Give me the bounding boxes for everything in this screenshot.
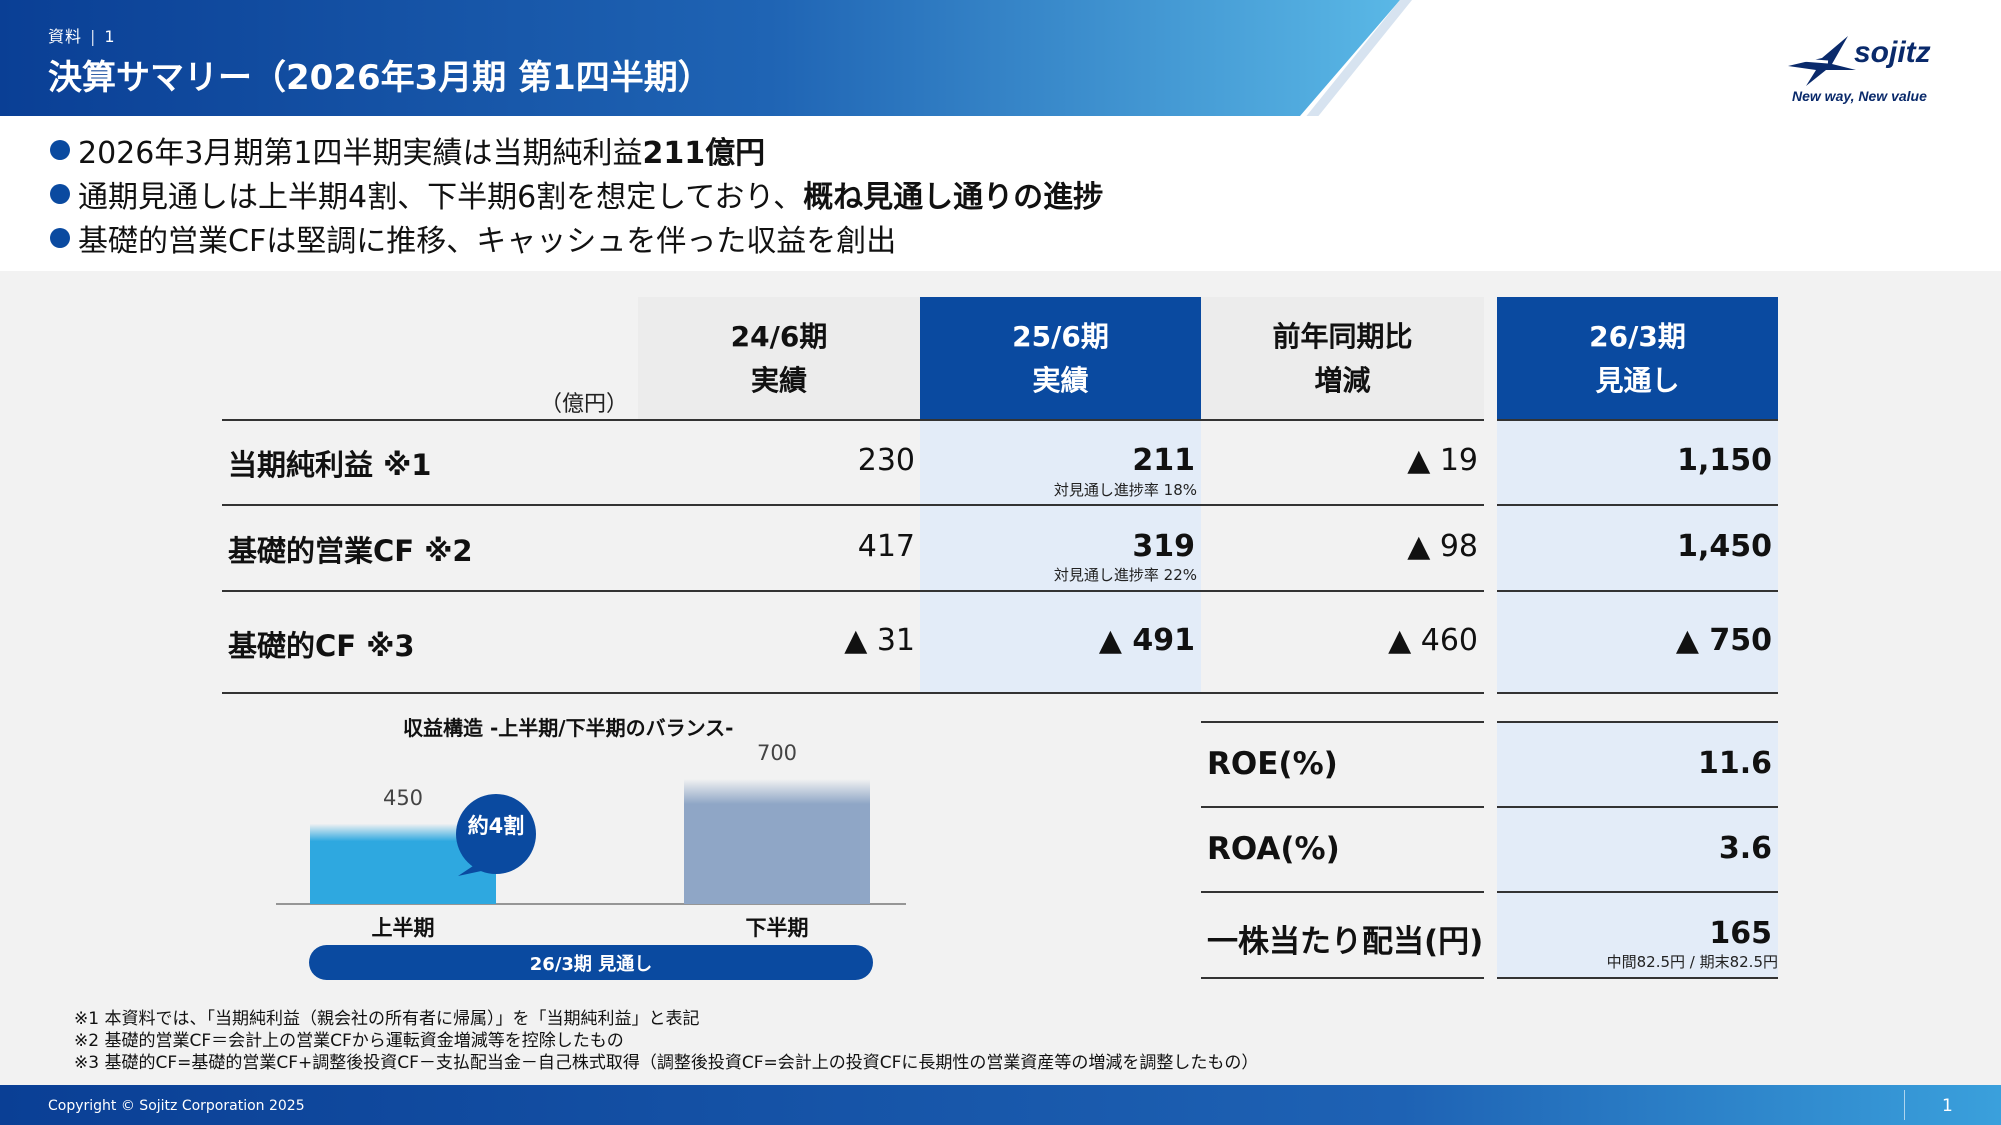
table-rule xyxy=(1497,590,1778,592)
bullet-item: 通期見通しは上半期4割、下半期6割を想定しており、 概ね見通し通りの進捗 xyxy=(50,172,1103,216)
ratio-rule xyxy=(1201,891,1484,893)
cell-value: ▲ 750 xyxy=(1675,623,1772,658)
copyright: Copyright © Sojitz Corporation 2025 xyxy=(48,1098,305,1114)
footnote: ※2 基礎的営業CF＝会計上の営業CFから運転資金増減等を控除したもの xyxy=(74,1031,624,1051)
table-rule xyxy=(222,692,1484,694)
ratio-label-dividend: 一株当たり配当(円) xyxy=(1207,924,1484,960)
table-rule xyxy=(1497,504,1778,506)
logo-tagline: New way, New value xyxy=(1792,88,1927,104)
chart-title: 収益構造 -上半期/下半期のバランス- xyxy=(403,716,734,740)
bullet-dot-icon xyxy=(50,140,70,160)
logo-wordmark: sojitz xyxy=(1854,36,1931,69)
bar-value-label: 700 xyxy=(756,741,798,765)
row-label-net-income: 当期純利益 ※1 xyxy=(228,448,432,482)
cell-value: 319 xyxy=(1132,529,1195,564)
ratio-rule xyxy=(1497,806,1778,808)
breadcrumb: 資料 | 1 xyxy=(48,27,116,46)
sojitz-logo: sojitz New way, New value xyxy=(1782,30,1962,110)
cell-value: ▲ 31 xyxy=(844,623,915,658)
footnotes: ※1 本資料では、「当期純利益（親会社の所有者に帰属）」を「当期純利益」と表記 … xyxy=(74,1008,1258,1074)
unit-label: （億円） xyxy=(540,392,629,417)
bullet-dot-icon xyxy=(50,228,70,248)
col-header-yoy-change: 前年同期比 増減 xyxy=(1201,297,1484,420)
summary-bullets: 2026年3月期第1四半期実績は当期純利益 211億円 通期見通しは上半期4割、下… xyxy=(50,128,1103,260)
row-label-core-cf: 基礎的CF ※3 xyxy=(228,629,415,663)
ratio-rule xyxy=(1201,977,1484,979)
dividend-breakdown: 中間82.5円 / 期末82.5円 xyxy=(1606,953,1778,971)
cell-value: ▲ 491 xyxy=(1098,623,1195,658)
cell-value: 1,450 xyxy=(1677,529,1772,564)
footer-divider xyxy=(1904,1090,1905,1120)
row-label-core-operating-cf: 基礎的営業CF ※2 xyxy=(228,534,473,568)
bar-category-label: 下半期 xyxy=(745,916,809,940)
table-rule xyxy=(222,504,1484,506)
ratio-value-roa: 3.6 xyxy=(1718,831,1772,866)
cell-value: ▲ 19 xyxy=(1407,443,1478,478)
cell-value: 1,150 xyxy=(1677,443,1772,478)
ratio-rule xyxy=(1201,806,1484,808)
ratio-rule xyxy=(1497,721,1778,723)
header-banner: 資料 | 1 決算サマリー（2026年3月期 第1四半期） xyxy=(0,0,2001,116)
ratio-value-dividend: 165 xyxy=(1709,916,1772,951)
col-header-prev-actual: 24/6期 実績 xyxy=(638,297,920,420)
sojitz-logo-mark-icon xyxy=(1788,36,1856,86)
col-header-curr-actual: 25/6期 実績 xyxy=(920,297,1201,420)
progress-note: 対見通し進捗率 18% xyxy=(1053,481,1197,499)
ratio-label-roe: ROE(%) xyxy=(1207,746,1338,782)
cell-value: 230 xyxy=(857,443,915,478)
page-number: 1 xyxy=(1942,1096,1953,1116)
ratio-rule xyxy=(1201,721,1484,723)
forecast-column-bg xyxy=(1497,420,1778,692)
header-background xyxy=(0,0,1412,116)
ratio-label-roa: ROA(%) xyxy=(1207,831,1340,867)
col-header-forecast: 26/3期 見通し xyxy=(1497,297,1778,420)
forecast-period-label: 26/3期 見通し xyxy=(309,945,873,980)
table-rule xyxy=(1497,692,1778,694)
cell-value: ▲ 460 xyxy=(1388,623,1478,658)
page-title: 決算サマリー（2026年3月期 第1四半期） xyxy=(48,58,712,98)
bar-value-label: 450 xyxy=(382,785,424,810)
cell-value: ▲ 98 xyxy=(1407,529,1478,564)
footer-bar xyxy=(0,1085,2001,1125)
current-period-column-bg xyxy=(920,420,1201,692)
ratio-rule xyxy=(1497,891,1778,893)
ratio-rule xyxy=(1497,977,1778,979)
ratio-value-roe: 11.6 xyxy=(1697,746,1772,781)
footnote: ※3 基礎的CF=基礎的営業CF+調整後投資CF－支払配当金－自己株式取得（調整… xyxy=(74,1053,1259,1073)
table-rule xyxy=(222,590,1484,592)
table-rule xyxy=(222,419,1484,421)
bar-category-label: 上半期 xyxy=(371,916,435,940)
bullet-item: 基礎的営業CFは堅調に推移、キャッシュを伴った収益を創出 xyxy=(50,216,1103,260)
bullet-dot-icon xyxy=(50,184,70,204)
ratio-value-column-bg xyxy=(1497,722,1778,977)
progress-note: 対見通し進捗率 22% xyxy=(1053,566,1197,584)
bullet-item: 2026年3月期第1四半期実績は当期純利益 211億円 xyxy=(50,128,1103,172)
table-rule xyxy=(1497,419,1778,421)
footnote: ※1 本資料では、「当期純利益（親会社の所有者に帰属）」を「当期純利益」と表記 xyxy=(74,1009,700,1029)
cell-value: 417 xyxy=(857,529,915,564)
callout-label: 約4割 xyxy=(467,814,525,838)
cell-value: 211 xyxy=(1132,443,1195,478)
